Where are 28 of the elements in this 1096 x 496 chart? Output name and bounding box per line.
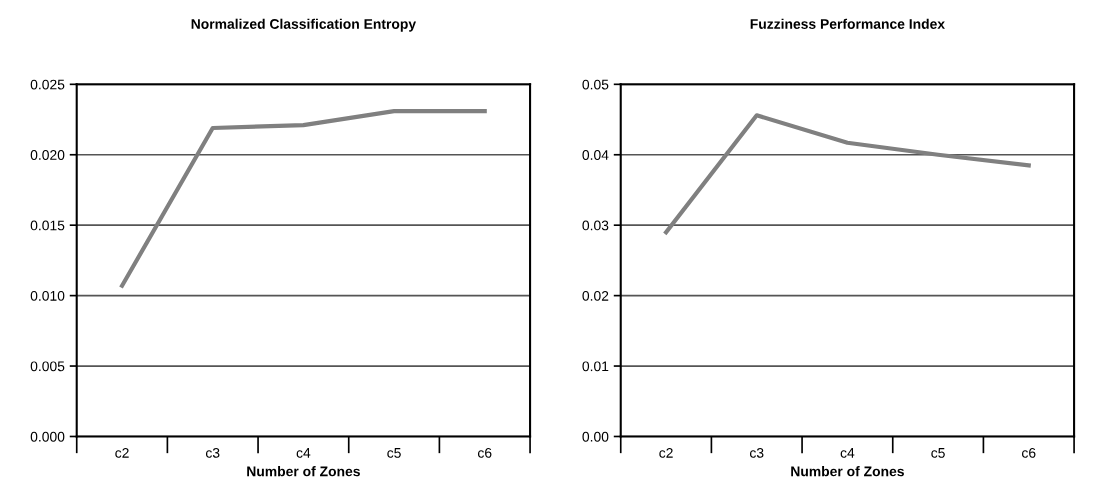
y-tick-label: 0.010 bbox=[30, 290, 65, 301]
x-tick-label: c2 bbox=[115, 447, 129, 458]
chart-title: Normalized Classification Entropy bbox=[191, 18, 416, 32]
y-tick-label: 0.005 bbox=[30, 361, 65, 372]
y-tick-label: 0.020 bbox=[30, 150, 65, 160]
x-tick-label: c6 bbox=[1022, 447, 1036, 458]
x-tick-label: c5 bbox=[387, 448, 401, 458]
y-tick-label: 0.01 bbox=[582, 361, 609, 372]
line-series bbox=[663, 113, 1031, 235]
x-tick-label: c6 bbox=[477, 447, 492, 458]
y-tick-label: 0.00 bbox=[582, 431, 609, 442]
y-tick-label: 0.03 bbox=[582, 220, 609, 231]
x-tick-label: c2 bbox=[659, 447, 673, 458]
y-tick-label: 0.04 bbox=[582, 150, 609, 160]
line-series bbox=[119, 108, 487, 288]
chart-title: Fuzziness Performance Index bbox=[750, 18, 945, 29]
x-axis-title: Number of Zones bbox=[247, 466, 360, 477]
x-tick-label: c5 bbox=[931, 448, 945, 458]
x-tick-label: c3 bbox=[749, 447, 764, 458]
y-tick-label: 0.000 bbox=[30, 431, 65, 442]
y-tick-label: 0.05 bbox=[582, 79, 609, 90]
x-tick-label: c4 bbox=[296, 448, 311, 458]
y-tick-label: 0.015 bbox=[30, 220, 65, 231]
x-tick-label: c4 bbox=[840, 448, 855, 458]
x-tick-label: c3 bbox=[205, 447, 220, 458]
y-tick-label: 0.02 bbox=[582, 290, 609, 301]
x-axis-title: Number of Zones bbox=[791, 466, 904, 477]
y-tick-label: 0.025 bbox=[30, 79, 65, 90]
